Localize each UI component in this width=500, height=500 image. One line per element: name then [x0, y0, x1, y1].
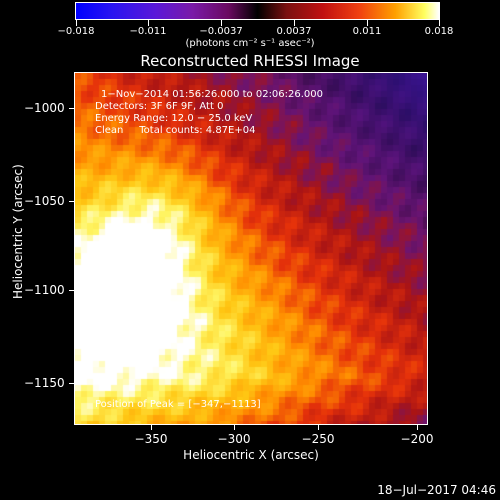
time-range-text: 1−Nov−2014 01:56:26.000 to 02:06:26.000 — [101, 89, 324, 100]
colorbar-tick-label: −0.018 — [57, 26, 95, 37]
y-axis-tick — [69, 108, 74, 109]
colorbar-tick — [76, 20, 77, 26]
y-tick-label: −1100 — [24, 283, 65, 297]
clean-total-counts-text: Clean Total counts: 4.87E+04 — [95, 125, 256, 136]
colorbar-tick — [439, 20, 440, 26]
y-axis-tick — [69, 290, 74, 291]
colorbar-tick — [221, 20, 222, 26]
colorbar-tick — [294, 20, 295, 26]
y-tick-label: −1150 — [24, 376, 65, 390]
rhessi-image-heatmap — [75, 73, 427, 424]
colorbar-tick-label: 0.018 — [424, 26, 454, 37]
colorbar-tick — [148, 20, 149, 26]
colorbar-units-label: (photons cm⁻² s⁻¹ asec⁻²) — [185, 38, 315, 49]
image-plot-area: 1−Nov−2014 01:56:26.000 to 02:06:26.000 … — [74, 72, 428, 425]
colorbar — [75, 2, 440, 20]
x-axis-label: Heliocentric X (arcsec) — [183, 448, 319, 462]
y-axis-tick — [69, 383, 74, 384]
x-tick-label: −300 — [217, 432, 251, 446]
colorbar-tick-label: 0.0037 — [276, 26, 312, 37]
colorbar-tick-label: −0.011 — [129, 26, 167, 37]
x-axis-tick — [151, 425, 152, 430]
y-axis-label: Heliocentric Y (arcsec) — [11, 164, 25, 299]
y-tick-label: −1050 — [24, 194, 65, 208]
y-axis-tick — [69, 201, 74, 202]
detectors-text: Detectors: 3F 6F 9F, Att 0 — [95, 101, 224, 112]
colorbar-tick-label: −0.0037 — [199, 26, 243, 37]
x-tick-label: −250 — [301, 432, 335, 446]
plot-title: Reconstructed RHESSI Image — [140, 52, 360, 70]
x-axis-tick — [318, 425, 319, 430]
peak-position-text: Position of Peak = [−347,−1113] — [95, 399, 261, 410]
y-tick-label: −1000 — [24, 101, 65, 115]
x-axis-tick — [234, 425, 235, 430]
energy-range-text: Energy Range: 12.0 − 25.0 keV — [95, 113, 253, 124]
colorbar-tick-label: 0.011 — [352, 26, 382, 37]
x-axis-tick — [417, 425, 418, 430]
x-tick-label: −350 — [134, 432, 168, 446]
colorbar-tick — [367, 20, 368, 26]
timestamp: 18−Jul−2017 04:46 — [377, 483, 496, 497]
x-tick-label: −200 — [400, 432, 434, 446]
